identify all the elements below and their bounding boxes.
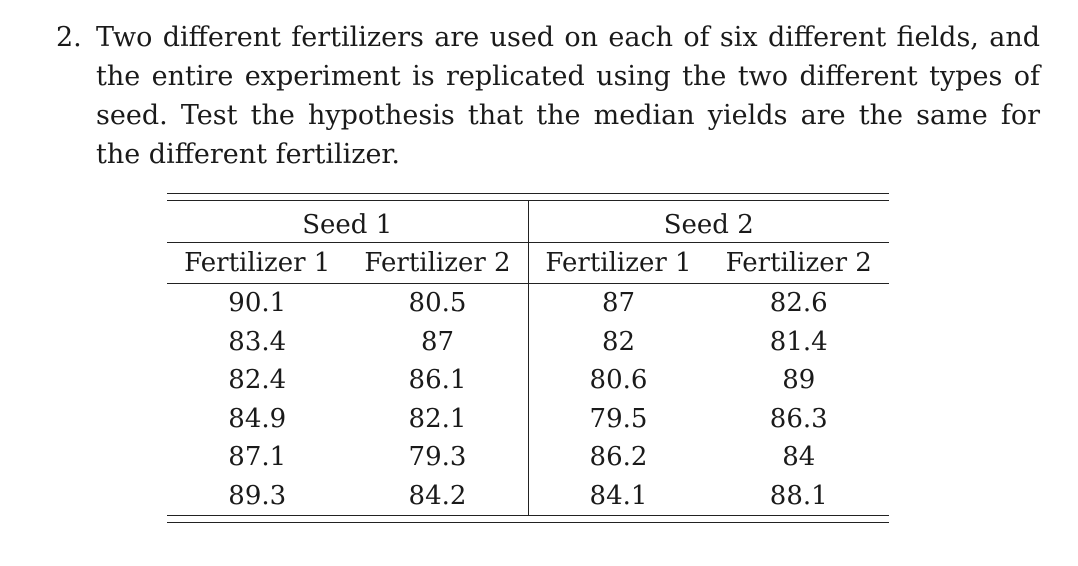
- table-cell: 81.4: [769, 326, 828, 357]
- yield-table: Seed 1 Seed 2 Fertilizer 1 Fertilizer 2 …: [167, 201, 889, 515]
- table-cell: 87: [347, 322, 529, 361]
- table-cell: 82.4: [228, 365, 287, 396]
- table-row: 83.4 87 82 81.4: [167, 322, 889, 361]
- seed-2-fertilizer-1-header: Fertilizer 1: [528, 242, 709, 284]
- seed-2-fertilizer-2-header: Fertilizer 2: [708, 242, 889, 284]
- seed-2-header: Seed 2: [663, 210, 754, 240]
- table-cell: 86.1: [347, 361, 529, 400]
- seed-1-fertilizer-2-header: Fertilizer 2: [347, 242, 529, 284]
- table-cell: 80.5: [347, 283, 529, 323]
- table-cell: 84.1: [589, 480, 648, 511]
- problem-number: 2.: [56, 22, 82, 53]
- seed-header-row: Seed 1 Seed 2: [167, 201, 889, 243]
- table-cell: 80.6: [589, 365, 648, 396]
- yield-table-container: Seed 1 Seed 2 Fertilizer 1 Fertilizer 2 …: [167, 193, 889, 523]
- table-row: 82.4 86.1 80.6 89: [167, 361, 889, 400]
- seed-1-fertilizer-1-header: Fertilizer 1: [167, 242, 348, 284]
- table-cell: 82: [601, 326, 636, 357]
- table-cell: 82.1: [347, 399, 529, 438]
- table-cell: 86.3: [769, 403, 828, 434]
- table-cell: 82.6: [769, 288, 828, 319]
- table-cell: 79.3: [347, 438, 529, 477]
- table-cell: 87.1: [228, 442, 287, 473]
- fertilizer-header-row: Fertilizer 1 Fertilizer 2 Fertilizer 1 F…: [167, 242, 889, 284]
- table-row: 84.9 82.1 79.5 86.3: [167, 399, 889, 438]
- table-cell: 84.9: [228, 403, 287, 434]
- table-row: 87.1 79.3 86.2 84: [167, 438, 889, 477]
- table-cell: 84.2: [347, 476, 529, 515]
- table-cell: 84: [782, 442, 816, 473]
- seed-1-header: Seed 1: [167, 201, 529, 243]
- table-row: 89.3 84.2 84.1 88.1: [167, 476, 889, 515]
- table-row: 90.1 80.5 87 82.6: [167, 283, 889, 323]
- problem-text: Two different fertilizers are used on ea…: [96, 22, 1040, 170]
- table-cell: 88.1: [769, 480, 828, 511]
- table-cell: 90.1: [228, 288, 287, 319]
- table-cell: 87: [601, 288, 636, 319]
- table-cell: 89: [782, 365, 816, 396]
- table-cell: 83.4: [228, 326, 287, 357]
- table-cell: 89.3: [228, 480, 287, 511]
- table-cell: 79.5: [589, 403, 648, 434]
- table-cell: 86.2: [589, 442, 648, 473]
- table-bottom-rule: [167, 515, 889, 523]
- table-top-rule: [167, 193, 889, 201]
- problem-statement: 2. Two different fertilizers are used on…: [56, 18, 1040, 174]
